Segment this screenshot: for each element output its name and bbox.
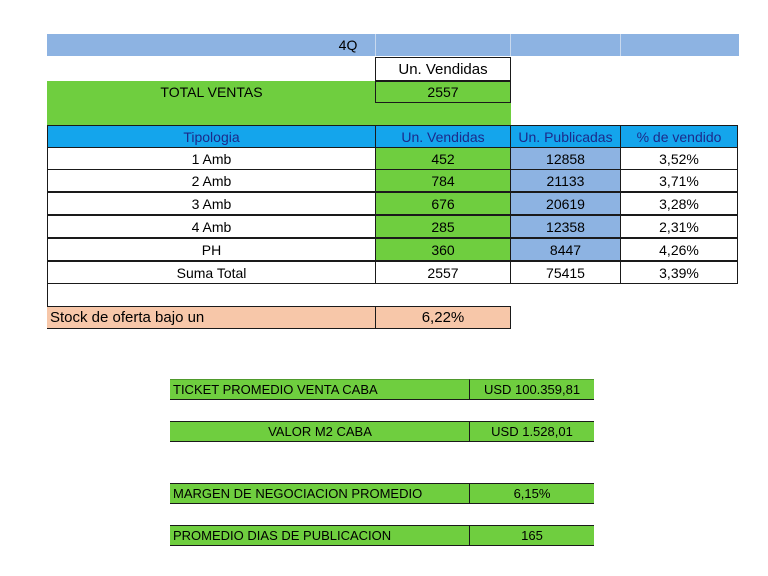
table-row-tipo: 1 Amb (47, 147, 376, 170)
table-row-vendidas: 452 (375, 147, 511, 170)
stock-label: Stock de oferta bajo un (47, 306, 376, 329)
kpi-dias-value: 165 (469, 525, 594, 546)
total-row-publicadas: 75415 (510, 261, 621, 284)
kpi-ticket-value: USD 100.359,81 (469, 379, 594, 400)
table-row-vendidas: 285 (375, 215, 511, 238)
kpi-m2-value: USD 1.528,01 (469, 421, 594, 442)
table-row-vendidas: 676 (375, 192, 511, 215)
col-header-publicadas: Un. Publicadas (510, 125, 621, 148)
stock-value: 6,22% (375, 306, 511, 329)
table-row-publicadas: 12358 (510, 215, 621, 238)
table-row-pct: 2,31% (620, 215, 738, 238)
kpi-m2-label: VALOR M2 CABA (170, 421, 470, 442)
period-label: 4Q (338, 37, 358, 53)
empty-row (47, 284, 511, 306)
table-row-tipo: 4 Amb (47, 215, 376, 238)
table-row-tipo: 2 Amb (47, 169, 376, 192)
table-row-pct: 3,71% (620, 169, 738, 192)
table-row-vendidas: 360 (375, 238, 511, 261)
table-row-pct: 3,52% (620, 147, 738, 170)
table-row-publicadas: 12858 (510, 147, 621, 170)
total-ventas-value: 2557 (375, 81, 511, 103)
period-header: 4Q (47, 34, 739, 56)
total-row-pct: 3,39% (620, 261, 738, 284)
total-ventas-label: TOTAL VENTAS (47, 81, 376, 103)
kpi-margen-value: 6,15% (469, 483, 594, 504)
table-row-vendidas: 784 (375, 169, 511, 192)
total-row-vendidas: 2557 (375, 261, 511, 284)
table-row-pct: 4,26% (620, 238, 738, 261)
col-header-vendidas: Un. Vendidas (375, 125, 511, 148)
kpi-margen-label: MARGEN DE NEGOCIACION PROMEDIO (170, 483, 470, 504)
table-row-tipo: PH (47, 238, 376, 261)
table-row-pct: 3,28% (620, 192, 738, 215)
kpi-ticket-label: TICKET PROMEDIO VENTA CABA (170, 379, 470, 400)
table-row-tipo: 3 Amb (47, 192, 376, 215)
table-row-publicadas: 21133 (510, 169, 621, 192)
table-row-publicadas: 20619 (510, 192, 621, 215)
col-header-pct: % de vendido (620, 125, 738, 148)
kpi-dias-label: PROMEDIO DIAS DE PUBLICACION (170, 525, 470, 546)
table-row-publicadas: 8447 (510, 238, 621, 261)
total-row-tipo: Suma Total (47, 261, 376, 284)
total-col-header: Un. Vendidas (375, 57, 511, 81)
col-header-tipologia: Tipologia (47, 125, 376, 148)
total-spacer-row (47, 103, 511, 125)
